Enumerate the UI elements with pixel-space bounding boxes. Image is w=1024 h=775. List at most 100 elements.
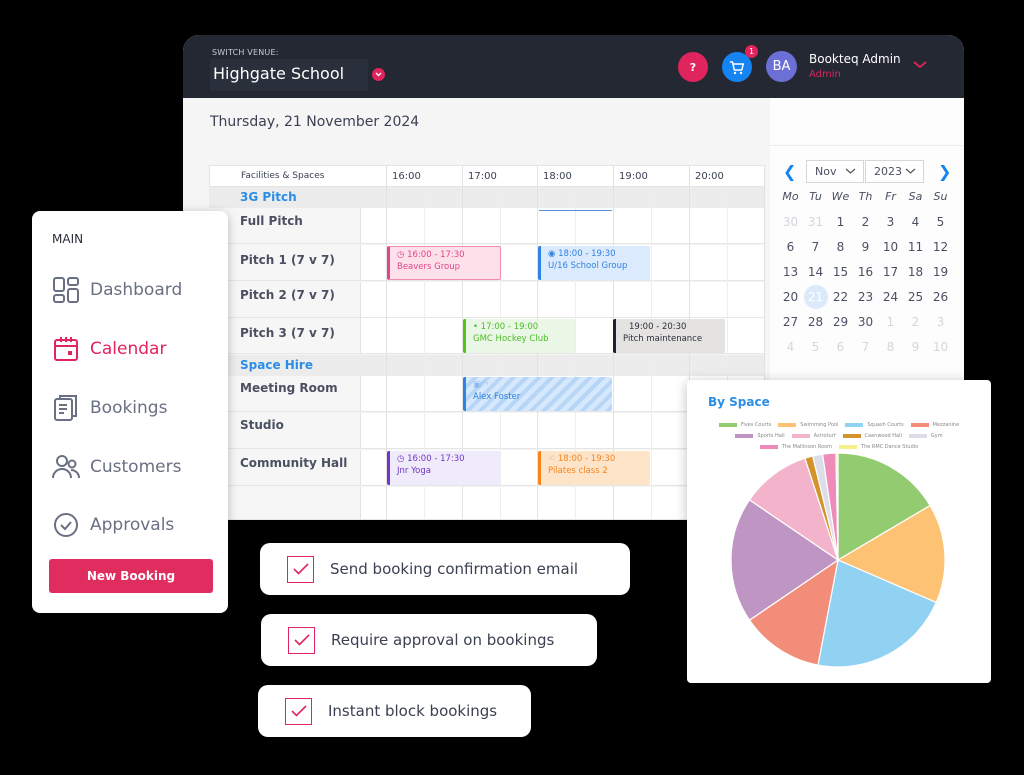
calendar-day[interactable]: 23: [857, 290, 874, 304]
calendar-day[interactable]: 12: [932, 240, 949, 254]
booking-block[interactable]: ⁙ 18:00 - 19:30 Pilates class 2: [538, 451, 650, 485]
table-row[interactable]: [209, 487, 765, 520]
calendar-day[interactable]: 11: [907, 240, 924, 254]
calendar-day[interactable]: 3: [936, 315, 945, 329]
calendar-day[interactable]: 2: [861, 215, 870, 229]
pie-slice[interactable]: [748, 457, 840, 562]
booking-block[interactable]: ◉ 18:00 - 19:30 U/16 School Group: [538, 246, 650, 280]
calendar-day[interactable]: 25: [907, 290, 924, 304]
sidebar-item-calendar[interactable]: Calendar: [50, 333, 220, 365]
grid-line: [764, 165, 765, 520]
sidebar-item-bookings[interactable]: Bookings: [50, 392, 220, 424]
sidebar-item-customers[interactable]: Customers: [50, 451, 220, 483]
calendar-day[interactable]: 4: [786, 340, 795, 354]
legend-item[interactable]: The RMC Dance Studio: [839, 442, 918, 452]
setting-label: Instant block bookings: [328, 702, 498, 720]
pie-slice[interactable]: [837, 453, 931, 562]
setting-require-approval[interactable]: Require approval on bookings: [261, 614, 597, 666]
user-name[interactable]: Bookteq Admin: [809, 52, 901, 66]
legend-item[interactable]: Sports Hall: [735, 431, 785, 441]
calendar-day[interactable]: 15: [832, 265, 849, 279]
calendar-day[interactable]: 17: [882, 265, 899, 279]
booking-block[interactable]: ◷ 16:00 - 17:30 Beavers Group: [387, 246, 501, 280]
checkbox-checked[interactable]: [285, 697, 312, 725]
legend-item[interactable]: Fives Courts: [718, 420, 771, 430]
table-row[interactable]: Studio: [209, 413, 765, 449]
calendar-day[interactable]: 2: [911, 315, 920, 329]
table-row[interactable]: Full Pitch: [209, 208, 765, 244]
calendar-day-selected[interactable]: 21: [807, 290, 824, 304]
booking-block[interactable]: ◷ 16:00 - 17:30 Jnr Yoga: [387, 451, 500, 485]
pie-slice[interactable]: [835, 453, 839, 561]
legend-item[interactable]: Mezzanine: [910, 420, 959, 430]
sidebar: MAIN Dashboard Calendar Bookings: [32, 211, 228, 613]
calendar-day[interactable]: 19: [932, 265, 949, 279]
calendar-day[interactable]: 8: [886, 340, 895, 354]
calendar-day[interactable]: 24: [882, 290, 899, 304]
legend-item[interactable]: Astroturf: [791, 431, 836, 441]
calendar-day[interactable]: 30: [782, 215, 799, 229]
calendar-day[interactable]: 20: [782, 290, 799, 304]
pie-slice[interactable]: [817, 559, 937, 667]
space-label: Meeting Room: [240, 381, 338, 395]
calendar-day[interactable]: 14: [807, 265, 824, 279]
sidebar-item-approvals[interactable]: Approvals: [50, 509, 220, 541]
calendar-day[interactable]: 3: [886, 215, 895, 229]
legend-item[interactable]: Caenwood Hall: [842, 431, 902, 441]
setting-instant-block-bookings[interactable]: Instant block bookings: [258, 685, 531, 737]
calendar-day[interactable]: 26: [932, 290, 949, 304]
calendar-day[interactable]: 30: [857, 315, 874, 329]
user-menu-chevron-down-icon[interactable]: [913, 61, 927, 69]
calendar-day[interactable]: 6: [836, 340, 845, 354]
calendar-day[interactable]: 9: [911, 340, 920, 354]
calendar-day[interactable]: 5: [811, 340, 820, 354]
calendar-day[interactable]: 27: [782, 315, 799, 329]
venue-select[interactable]: Highgate School: [210, 59, 368, 91]
setting-send-confirmation-email[interactable]: Send booking confirmation email: [260, 543, 630, 595]
cart-count-badge: 1: [745, 45, 758, 58]
calendar-day[interactable]: 29: [832, 315, 849, 329]
prev-month-chevron-left-icon[interactable]: ❮: [783, 162, 797, 181]
booking-block[interactable]: 19:00 - 20:30 Pitch maintenance: [613, 319, 725, 353]
avatar[interactable]: BA: [766, 51, 797, 82]
help-button[interactable]: ?: [678, 52, 708, 82]
cart-button[interactable]: [722, 52, 752, 82]
calendar-day[interactable]: 31: [807, 215, 824, 229]
legend-item[interactable]: Squash Courts: [845, 420, 904, 430]
checkbox-checked[interactable]: [288, 626, 315, 654]
calendar-day[interactable]: 5: [936, 215, 945, 229]
next-month-chevron-right-icon[interactable]: ❯: [938, 162, 952, 181]
calendar-day[interactable]: 10: [932, 340, 949, 354]
legend-item[interactable]: Gym: [908, 431, 943, 441]
calendar-day[interactable]: 7: [811, 240, 820, 254]
sidebar-item-dashboard[interactable]: Dashboard: [50, 274, 220, 306]
calendar-day[interactable]: 1: [836, 215, 845, 229]
calendar-day[interactable]: 1: [886, 315, 895, 329]
pie-chart[interactable]: [721, 453, 955, 667]
calendar-day[interactable]: 7: [861, 340, 870, 354]
table-row[interactable]: Pitch 2 (7 v 7): [209, 282, 765, 318]
calendar-day[interactable]: 22: [832, 290, 849, 304]
calendar-day[interactable]: 6: [786, 240, 795, 254]
calendar-day[interactable]: 10: [882, 240, 899, 254]
calendar-day[interactable]: 13: [782, 265, 799, 279]
pie-slice[interactable]: [836, 504, 946, 604]
legend-item[interactable]: Swimming Pool: [778, 420, 838, 430]
calendar-day[interactable]: 16: [857, 265, 874, 279]
booking-block[interactable]: • 17:00 - 19:00 GMC Hockey Club: [463, 319, 575, 353]
pie-slice[interactable]: [748, 558, 839, 666]
year-select[interactable]: 2023: [865, 160, 924, 183]
calendar-day[interactable]: 4: [911, 215, 920, 229]
calendar-day[interactable]: 28: [807, 315, 824, 329]
venue-chevron-down-icon[interactable]: [372, 68, 385, 81]
legend-item[interactable]: The Mallinson Room: [759, 442, 832, 452]
booking-block[interactable]: ▣◠ Alex Foster: [463, 377, 612, 411]
month-select[interactable]: Nov: [806, 160, 864, 183]
group-label: Space Hire: [240, 358, 313, 372]
calendar-day[interactable]: 8: [836, 240, 845, 254]
pie-slice[interactable]: [730, 499, 840, 621]
calendar-day[interactable]: 18: [907, 265, 924, 279]
new-booking-button[interactable]: New Booking: [49, 559, 213, 593]
calendar-day[interactable]: 9: [861, 240, 870, 254]
checkbox-checked[interactable]: [287, 555, 314, 583]
